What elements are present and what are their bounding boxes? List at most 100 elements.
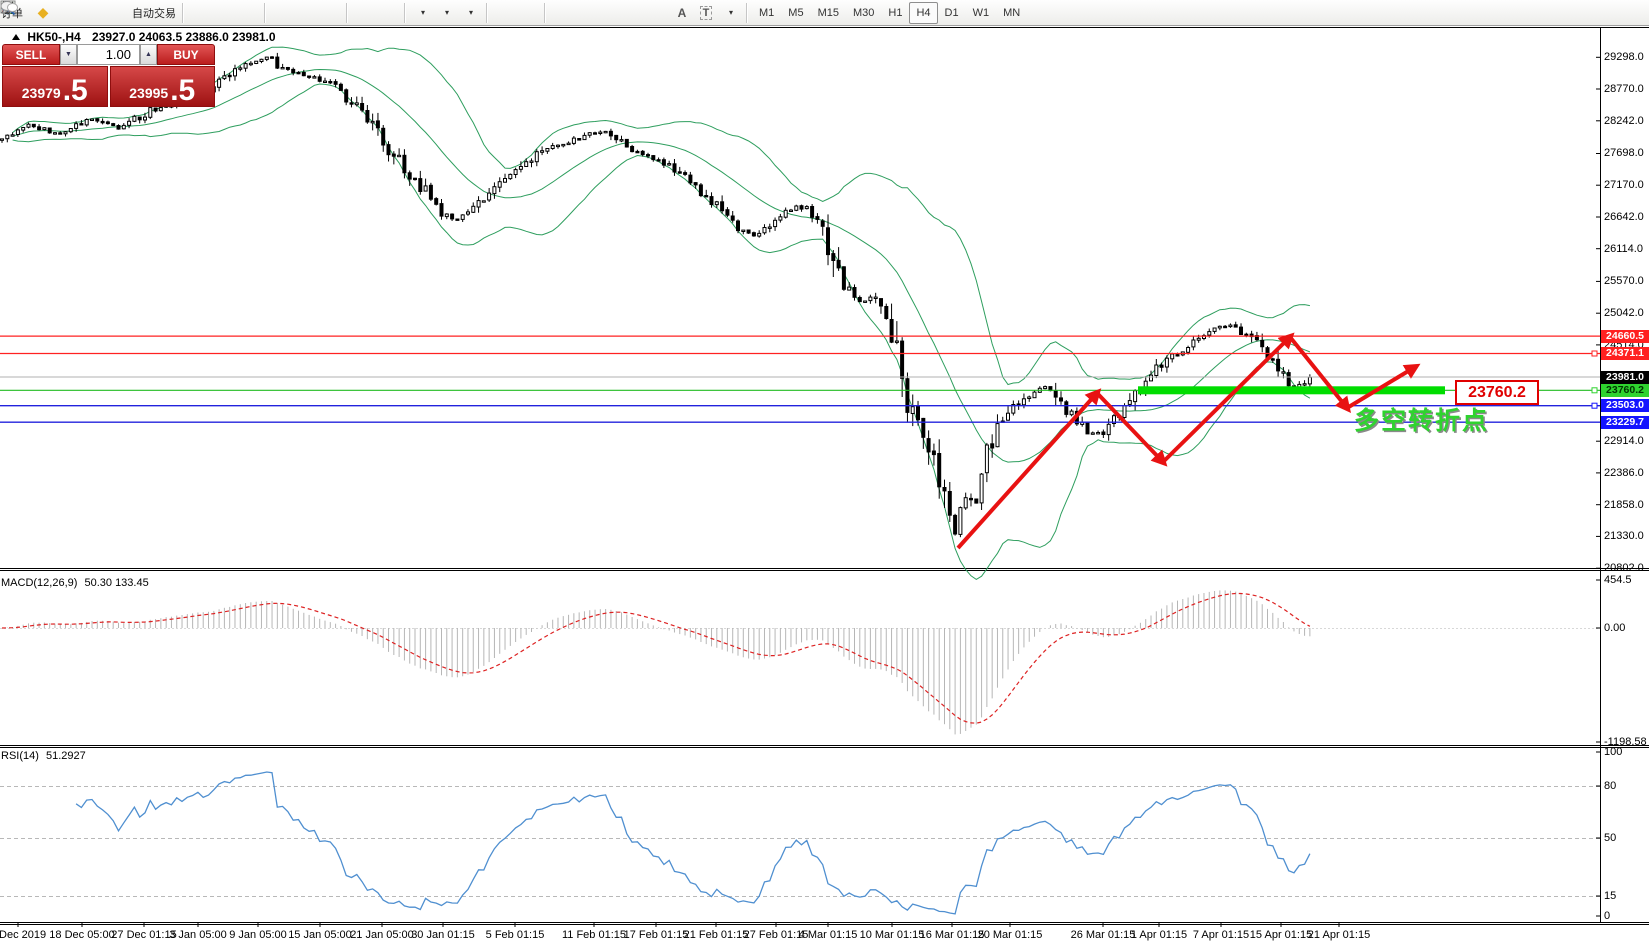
x-axis-label: 26 Mar 01:15 bbox=[1070, 929, 1136, 941]
navigator-button[interactable] bbox=[0, 0, 119, 24]
support-price-callout[interactable]: 23760.2 bbox=[1455, 380, 1539, 405]
macd-name: MACD(12,26,9) bbox=[1, 577, 78, 589]
timeframe-W1[interactable]: W1 bbox=[972, 6, 990, 19]
market-watch-icon: ◆ bbox=[37, 4, 49, 20]
toolbar-separator bbox=[486, 2, 488, 23]
main-toolbar: 订单 ◆ 自动交易 ▾ ▾ bbox=[0, 0, 1649, 26]
indicators-button[interactable]: ▾ bbox=[0, 1, 434, 24]
price-badge: 23981.0 bbox=[1601, 370, 1649, 384]
timeframe-H4[interactable]: H4 bbox=[909, 1, 938, 24]
sell-price-box[interactable]: 23979 .5 bbox=[2, 66, 108, 107]
turning-point-annotation[interactable]: 多空转折点 bbox=[1354, 407, 1490, 435]
y-axis-label: 25570.0 bbox=[1604, 275, 1644, 288]
toolbar-separator bbox=[544, 2, 546, 23]
macd-scale-label: 0.00 bbox=[1604, 622, 1626, 634]
dropdown-caret: ▾ bbox=[444, 8, 449, 17]
x-axis-label: 30 Jan 01:15 bbox=[411, 929, 475, 941]
text-tool-button[interactable]: A bbox=[670, 2, 694, 24]
timeframe-switcher: M1 M5 M15 M30 H1 H4 D1 W1 MN bbox=[752, 1, 1027, 24]
rsi-line bbox=[75, 771, 1311, 915]
rsi-name: RSI(14) bbox=[1, 750, 39, 762]
equidistant-channel-tool-button[interactable]: E bbox=[1, 2, 646, 24]
timeframe-M1[interactable]: M1 bbox=[759, 6, 775, 19]
x-axis-label: 21 Feb 01:15 bbox=[683, 929, 749, 941]
auto-scroll-button[interactable] bbox=[1, 2, 376, 24]
rsi-scale-label: 15 bbox=[1604, 890, 1617, 902]
buy-price-box[interactable]: 23995 .5 bbox=[109, 66, 215, 107]
volume-decrease-button[interactable]: ▼ bbox=[60, 44, 77, 65]
toolbar-separator bbox=[404, 2, 406, 23]
search-button[interactable] bbox=[1, 1, 1607, 24]
y-axis-label: 25042.0 bbox=[1604, 307, 1644, 320]
ohlc-readout: 23927.0 24063.5 23886.0 23981.0 bbox=[92, 30, 276, 44]
volume-increase-button[interactable]: ▲ bbox=[140, 44, 157, 65]
y-axis-label: 27170.0 bbox=[1604, 179, 1644, 192]
rsi-scale-label: 0 bbox=[1604, 910, 1611, 922]
market-watch-button[interactable]: ◆ bbox=[31, 2, 55, 24]
zoom-out-button[interactable] bbox=[1, 1, 318, 24]
y-axis-label: 20802.0 bbox=[1604, 562, 1644, 575]
timeframe-H1[interactable]: H1 bbox=[888, 6, 903, 19]
rsi-value: 51.2927 bbox=[45, 750, 86, 762]
vertical-line-tool-button[interactable] bbox=[5, 1, 574, 24]
timeframe-D1[interactable]: D1 bbox=[944, 6, 959, 19]
zoom-in-button[interactable] bbox=[1, 1, 294, 24]
horizontal-levels-layer[interactable] bbox=[0, 335, 1600, 423]
timeframe-MN[interactable]: MN bbox=[1003, 6, 1021, 19]
text-label-icon: T bbox=[699, 5, 713, 20]
price-badge: 24660.5 bbox=[1601, 329, 1649, 343]
rsi-scale-label: 80 bbox=[1604, 780, 1617, 792]
y-axis-label: 29298.0 bbox=[1604, 51, 1644, 64]
y-axis-label: 26642.0 bbox=[1604, 210, 1644, 223]
y-axis-label: 28770.0 bbox=[1604, 83, 1644, 96]
sell-button[interactable]: SELL bbox=[2, 44, 60, 65]
trendline-tool-button[interactable] bbox=[1, 1, 622, 24]
volume-input[interactable]: 1.00 bbox=[77, 44, 140, 65]
trend-zigzag-annotation[interactable] bbox=[956, 332, 1421, 550]
x-axis-label: 5 Feb 01:15 bbox=[485, 929, 545, 941]
macd-indicator-label: MACD(12,26,9) 50.30 133.45 bbox=[1, 577, 149, 589]
toolbar-separator bbox=[346, 2, 348, 23]
buy-button[interactable]: BUY bbox=[157, 44, 215, 65]
dropdown-caret: ▾ bbox=[468, 8, 473, 17]
x-axis-label: 21 Apr 01:15 bbox=[1307, 929, 1371, 941]
price-badge: 23760.2 bbox=[1601, 383, 1649, 397]
timeframe-M5[interactable]: M5 bbox=[788, 6, 804, 19]
toolbar-separator bbox=[182, 2, 184, 23]
fibonacci-tool-button[interactable]: F bbox=[2, 2, 670, 24]
toolbar-separator bbox=[746, 2, 748, 23]
crosshair-tool-button[interactable] bbox=[1, 1, 540, 24]
x-axis-label: 2 Dec 2019 bbox=[0, 929, 47, 941]
symbol-marker-icon bbox=[12, 34, 20, 40]
x-axis-label: 27 Feb 01:15 bbox=[743, 929, 809, 941]
x-axis-label: 17 Feb 01:15 bbox=[623, 929, 689, 941]
buy-price-main: 23995 bbox=[129, 85, 169, 101]
text-tool-icon: A bbox=[677, 5, 687, 20]
arrows-tool-button[interactable]: ▾ bbox=[1, 2, 742, 24]
chat-button[interactable] bbox=[0, 1, 1641, 24]
rsi-scale-label: 50 bbox=[1604, 832, 1617, 844]
periods-button[interactable]: ▾ bbox=[0, 0, 458, 24]
line-chart-button[interactable] bbox=[0, 1, 260, 24]
cursor-tool-button[interactable] bbox=[3, 1, 516, 24]
candlestick-chart-button[interactable] bbox=[0, 2, 236, 24]
y-axis-label: 21330.0 bbox=[1604, 530, 1644, 543]
x-axis-label: 18 Dec 05:00 bbox=[49, 929, 115, 941]
text-label-tool-button[interactable]: T bbox=[694, 2, 718, 24]
autotrading-button[interactable]: 自动交易 bbox=[1, 1, 178, 24]
chart-shift-button[interactable] bbox=[1, 2, 400, 24]
y-axis-label: 28242.0 bbox=[1604, 114, 1644, 127]
horizontal-line-tool-button[interactable] bbox=[1, 2, 598, 24]
bar-chart-button[interactable] bbox=[0, 2, 212, 24]
macd-scale-label: -1198.58 bbox=[1604, 736, 1647, 748]
rsi-indicator-label: RSI(14) 51.2927 bbox=[1, 750, 86, 762]
macd-values: 50.30 133.45 bbox=[84, 577, 149, 589]
timeframe-M15[interactable]: M15 bbox=[817, 6, 839, 19]
timeframe-M30[interactable]: M30 bbox=[852, 6, 875, 19]
one-click-trading-panel: SELL ▼ 1.00 ▲ BUY 23979 .5 23995 .5 bbox=[2, 44, 215, 107]
support-band[interactable] bbox=[1138, 386, 1445, 395]
data-window-button[interactable] bbox=[0, 1, 87, 24]
templates-button[interactable]: ▾ bbox=[0, 0, 482, 24]
tile-windows-button[interactable] bbox=[1, 1, 342, 24]
price-badge: 24371.1 bbox=[1601, 347, 1649, 361]
